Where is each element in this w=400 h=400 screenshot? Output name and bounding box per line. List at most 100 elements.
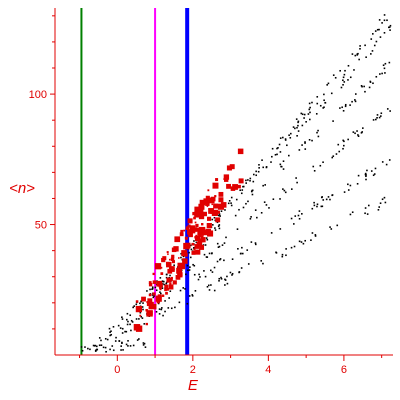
data-point: [364, 172, 367, 175]
data-point: [372, 33, 374, 35]
y-tick-label: 100: [29, 89, 47, 101]
data-point: [270, 161, 272, 163]
data-point: [256, 216, 258, 219]
data-point: [214, 227, 216, 229]
data-point: [356, 53, 359, 56]
x-tick-label: 6: [341, 364, 347, 376]
data-point-red: [202, 230, 209, 236]
data-point: [241, 189, 244, 191]
data-point-red: [203, 198, 210, 205]
data-point: [218, 224, 221, 226]
data-point: [230, 204, 233, 207]
data-point: [209, 269, 212, 272]
data-point: [218, 245, 221, 248]
data-point: [316, 96, 319, 98]
data-point: [342, 79, 344, 82]
data-point: [192, 263, 194, 266]
data-point: [289, 136, 292, 139]
data-point-red: [238, 178, 244, 184]
data-point: [127, 340, 129, 342]
data-point-red: [211, 209, 218, 216]
data-point: [332, 120, 334, 122]
data-point: [247, 200, 249, 203]
data-point: [185, 273, 187, 276]
data-point-red: [198, 203, 205, 210]
data-point: [365, 175, 367, 178]
data-point: [375, 75, 378, 78]
data-point: [206, 285, 209, 288]
data-point: [186, 302, 189, 305]
data-point: [319, 104, 322, 107]
data-point: [189, 256, 192, 259]
data-point-red: [177, 272, 181, 277]
data-point: [241, 246, 243, 249]
data-point: [249, 217, 252, 220]
data-point: [353, 69, 355, 71]
data-point: [290, 217, 293, 220]
data-point: [247, 263, 250, 265]
data-point: [250, 190, 253, 193]
data-point: [242, 185, 244, 188]
data-point: [370, 53, 372, 55]
data-point: [347, 79, 349, 81]
data-point: [293, 245, 296, 248]
data-point: [264, 184, 266, 186]
data-point: [301, 113, 304, 116]
data-point: [230, 196, 233, 199]
data-point: [330, 92, 333, 95]
data-point-red: [179, 263, 186, 270]
data-point: [265, 204, 268, 206]
data-point: [362, 127, 364, 129]
data-point: [218, 279, 220, 282]
data-point: [284, 191, 287, 194]
data-point: [173, 264, 175, 267]
data-point: [356, 182, 359, 185]
data-point: [304, 142, 306, 144]
data-point: [170, 307, 173, 310]
data-point: [344, 69, 346, 72]
data-point: [322, 161, 324, 164]
data-point: [298, 149, 301, 151]
data-point: [225, 236, 227, 239]
data-point: [342, 144, 345, 147]
data-point-red: [194, 244, 200, 249]
data-point: [197, 278, 200, 281]
data-point-red: [148, 293, 152, 297]
data-point: [282, 188, 284, 190]
data-point: [149, 288, 151, 291]
data-point: [182, 255, 185, 258]
data-point: [206, 238, 209, 241]
data-point-red: [196, 241, 203, 248]
data-point: [369, 80, 372, 83]
data-point: [127, 345, 129, 347]
data-point: [110, 330, 112, 333]
data-point: [217, 214, 220, 217]
data-point: [281, 255, 284, 258]
data-point: [191, 294, 194, 296]
data-point: [174, 306, 176, 309]
data-point-red: [182, 258, 188, 264]
data-point: [115, 336, 117, 339]
data-point-red: [147, 298, 153, 304]
data-point-red: [171, 247, 177, 253]
data-point-red: [145, 322, 148, 326]
data-point: [151, 286, 154, 289]
data-point: [271, 147, 274, 150]
data-point: [249, 177, 252, 180]
data-point: [300, 112, 303, 115]
data-point: [226, 282, 229, 285]
data-point: [279, 163, 282, 166]
data-point: [126, 323, 129, 326]
data-point: [335, 153, 338, 155]
data-point: [379, 202, 382, 205]
data-point: [279, 228, 282, 230]
x-tick-label: 0: [114, 364, 120, 376]
data-point: [313, 201, 315, 204]
data-point: [204, 275, 207, 278]
data-point: [366, 169, 368, 172]
data-point: [100, 339, 102, 342]
data-point: [252, 173, 255, 176]
data-point: [111, 345, 114, 347]
data-point-red: [179, 232, 184, 237]
data-point: [124, 330, 126, 333]
